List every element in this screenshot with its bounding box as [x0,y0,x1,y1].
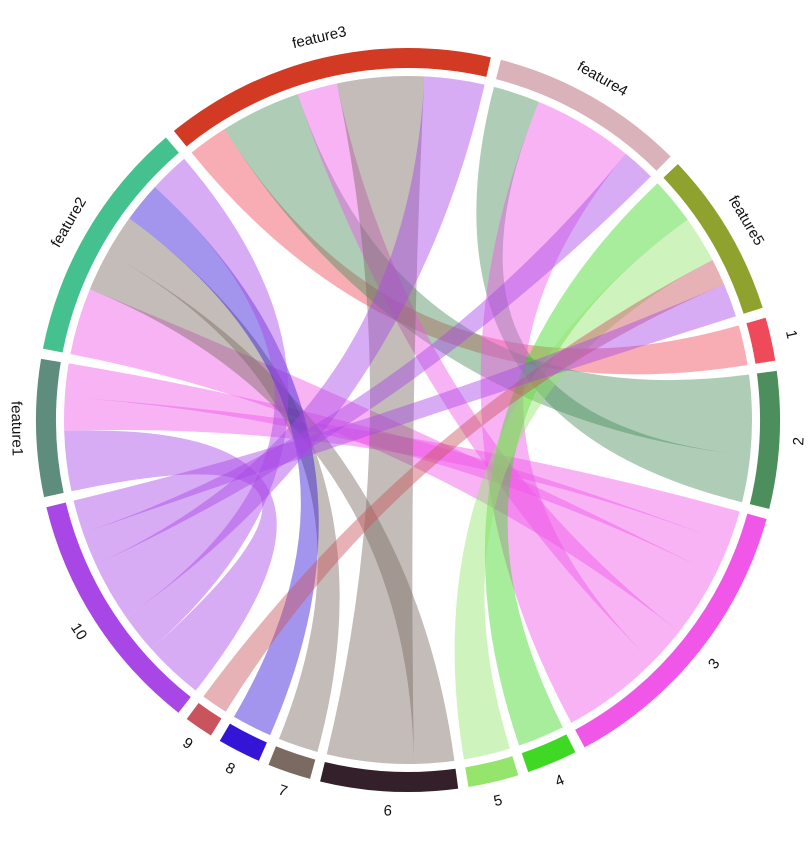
ribbon-feature3-to-2-9 [224,94,752,456]
ribbon-feature3-to-1-8 [191,129,748,375]
ribbon-feature2-to-8-6 [129,187,319,736]
ribbon-feature4-to-10-15 [83,153,651,565]
sector-arc-9 [186,702,222,736]
ribbon-feature4-to-2-13 [476,86,751,503]
ribbon-feature3-to-10-12 [95,76,485,618]
sector-label-7: 7 [276,782,289,801]
sector-arc-feature3 [173,48,491,147]
sector-arc-3 [575,513,767,748]
sector-arc-feature1 [35,358,64,498]
sector-arc-2 [749,370,781,509]
sector-arc-feature5 [663,163,763,314]
ribbon-feature1-to-10-0 [64,430,277,691]
ribbon-feature2-to-10-7 [126,158,289,650]
ribbon-feature1-to-3-1 [63,397,740,544]
sector-arc-feature4 [495,59,671,171]
sector-label-8: 8 [223,759,238,778]
ribbon-feature4-to-3-14 [480,101,653,723]
sector-label-5: 5 [492,792,504,810]
sector-arc-10 [46,502,191,713]
sector-label-1: 1 [782,329,800,341]
sector-arc-1 [746,317,776,364]
sector-label-feature1: feature1 [8,401,26,456]
sector-label-3: 3 [705,655,723,672]
sector-arc-7 [268,746,316,779]
ribbons-layer [63,76,752,765]
ribbon-feature3-to-6-11 [326,76,425,765]
ribbon-feature3-to-3-10 [297,83,680,663]
sector-arc-4 [521,734,576,773]
sector-arcs-layer [35,48,781,793]
sector-label-2: 2 [790,437,807,446]
ribbon-feature2-to-7-5 [107,218,340,752]
sector-label-4: 4 [553,771,567,790]
ribbon-feature5-to-5-17 [454,219,713,760]
ribbon-feature2-to-3-3 [70,289,716,632]
sector-arc-8 [219,723,267,761]
ribbon-feature5-to-4-16 [484,183,688,746]
sector-label-6: 6 [383,802,392,819]
ribbon-feature5-to-10-19 [73,284,736,534]
sector-arc-6 [320,762,459,793]
ribbon-feature5-to-9-18 [203,260,725,712]
sector-label-9: 9 [179,734,195,753]
sector-arc-feature2 [42,137,179,353]
sector-label-feature3: feature3 [291,23,348,52]
sector-arc-5 [465,756,519,788]
ribbon-feature1-to-3-2 [64,363,730,575]
ribbon-feature2-to-6-4 [89,252,455,764]
sector-label-10: 10 [67,620,90,643]
